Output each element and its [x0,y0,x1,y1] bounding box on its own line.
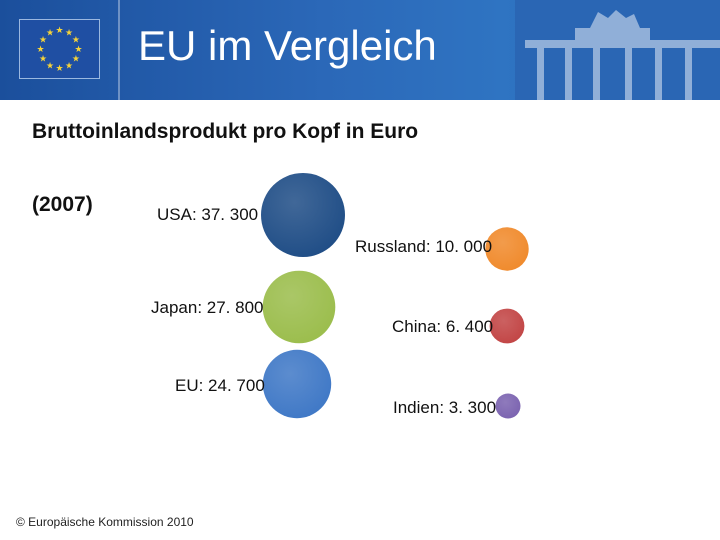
svg-text:★: ★ [55,64,63,74]
svg-text:★: ★ [46,29,54,39]
header-divider [118,0,120,100]
eu-flag-icon: ★ ★ ★ ★ ★ ★ ★ ★ ★ ★ ★ ★ [19,19,100,79]
label-indien: Indien: 3. 300 [393,398,496,417]
bubble-indien [495,393,521,419]
bubble-china [489,308,525,344]
svg-text:★: ★ [36,45,44,55]
svg-text:★: ★ [39,36,47,46]
slide-title: EU im Vergleich [138,22,437,69]
svg-text:★: ★ [74,45,82,55]
chart-year: (2007) [32,193,93,216]
svg-text:★: ★ [72,55,80,65]
label-eu: EU: 24. 700 [175,376,265,395]
svg-text:★: ★ [65,29,73,39]
label-usa: USA: 37. 300 [157,205,258,224]
bubble-eu [262,349,332,419]
svg-text:★: ★ [46,61,54,71]
bubble-usa [261,173,345,257]
label-china: China: 6. 400 [392,317,493,336]
svg-text:★: ★ [39,55,47,65]
chart-subtitle: Bruttoinlandsprodukt pro Kopf in Euro [32,120,419,143]
bubble-russland [485,227,529,271]
svg-text:★: ★ [55,26,63,36]
svg-text:★: ★ [72,36,80,46]
label-russland: Russland: 10. 000 [355,237,492,256]
bubble-japan [262,270,336,344]
svg-text:★: ★ [65,61,73,71]
slide-header: ★ ★ ★ ★ ★ ★ ★ ★ ★ ★ ★ ★ EU im Vergleich [0,0,720,100]
brandenburg-gate-icon [515,0,720,100]
copyright-footer: © Europäische Kommission 2010 [16,515,194,529]
label-japan: Japan: 27. 800 [151,298,263,317]
